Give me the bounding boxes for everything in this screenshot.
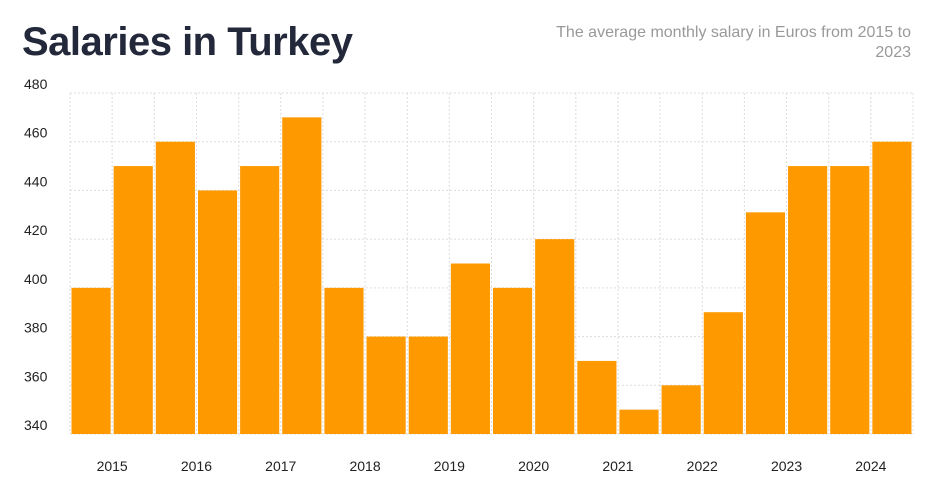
bar [493,287,533,434]
bar [661,385,701,434]
x-tick-label: 2018 [349,458,380,474]
bar [197,190,238,434]
x-tick-label: 2023 [771,458,802,474]
x-tick-label: 2019 [434,458,465,474]
x-tick-label: 2022 [687,458,718,474]
x-tick-label: 2017 [265,458,296,474]
x-tick-label: 2016 [181,458,212,474]
y-tick-label: 380 [24,320,48,336]
bar [282,117,322,434]
x-tick-label: 2020 [518,458,549,474]
y-tick-label: 460 [24,125,48,141]
y-tick-label: 420 [24,222,48,238]
bar [408,336,448,434]
x-tick-label: 2015 [97,458,128,474]
bar [450,263,490,434]
grid-lines [69,92,914,435]
y-tick-label: 480 [24,76,48,92]
y-tick-label: 360 [24,368,48,384]
bar [872,141,912,434]
y-axis-ticks: 340 360 380 400 420 440 460 480 [24,76,48,433]
y-tick-label: 340 [24,417,48,433]
chart-title: Salaries in Turkey [22,20,353,64]
chart-subtitle: The average monthly salary in Euros from… [556,24,911,61]
bars [71,117,912,435]
bar [240,166,280,435]
x-axis-ticks: 2015 2016 2017 2018 2019 2020 2021 2022 2023 2024 [97,458,887,474]
x-tick-label: 2021 [602,458,633,474]
bar [703,312,743,434]
x-tick-label: 2024 [855,458,886,474]
bar [366,336,406,434]
bar [71,287,111,434]
bar [619,409,659,434]
bar [830,166,870,435]
bar [155,141,195,434]
bar [535,239,575,434]
bar [577,360,617,434]
bar [745,212,786,434]
y-tick-label: 400 [24,271,48,287]
bar [324,287,364,434]
bar [788,166,828,435]
y-tick-label: 440 [24,173,48,189]
bar [113,166,153,435]
